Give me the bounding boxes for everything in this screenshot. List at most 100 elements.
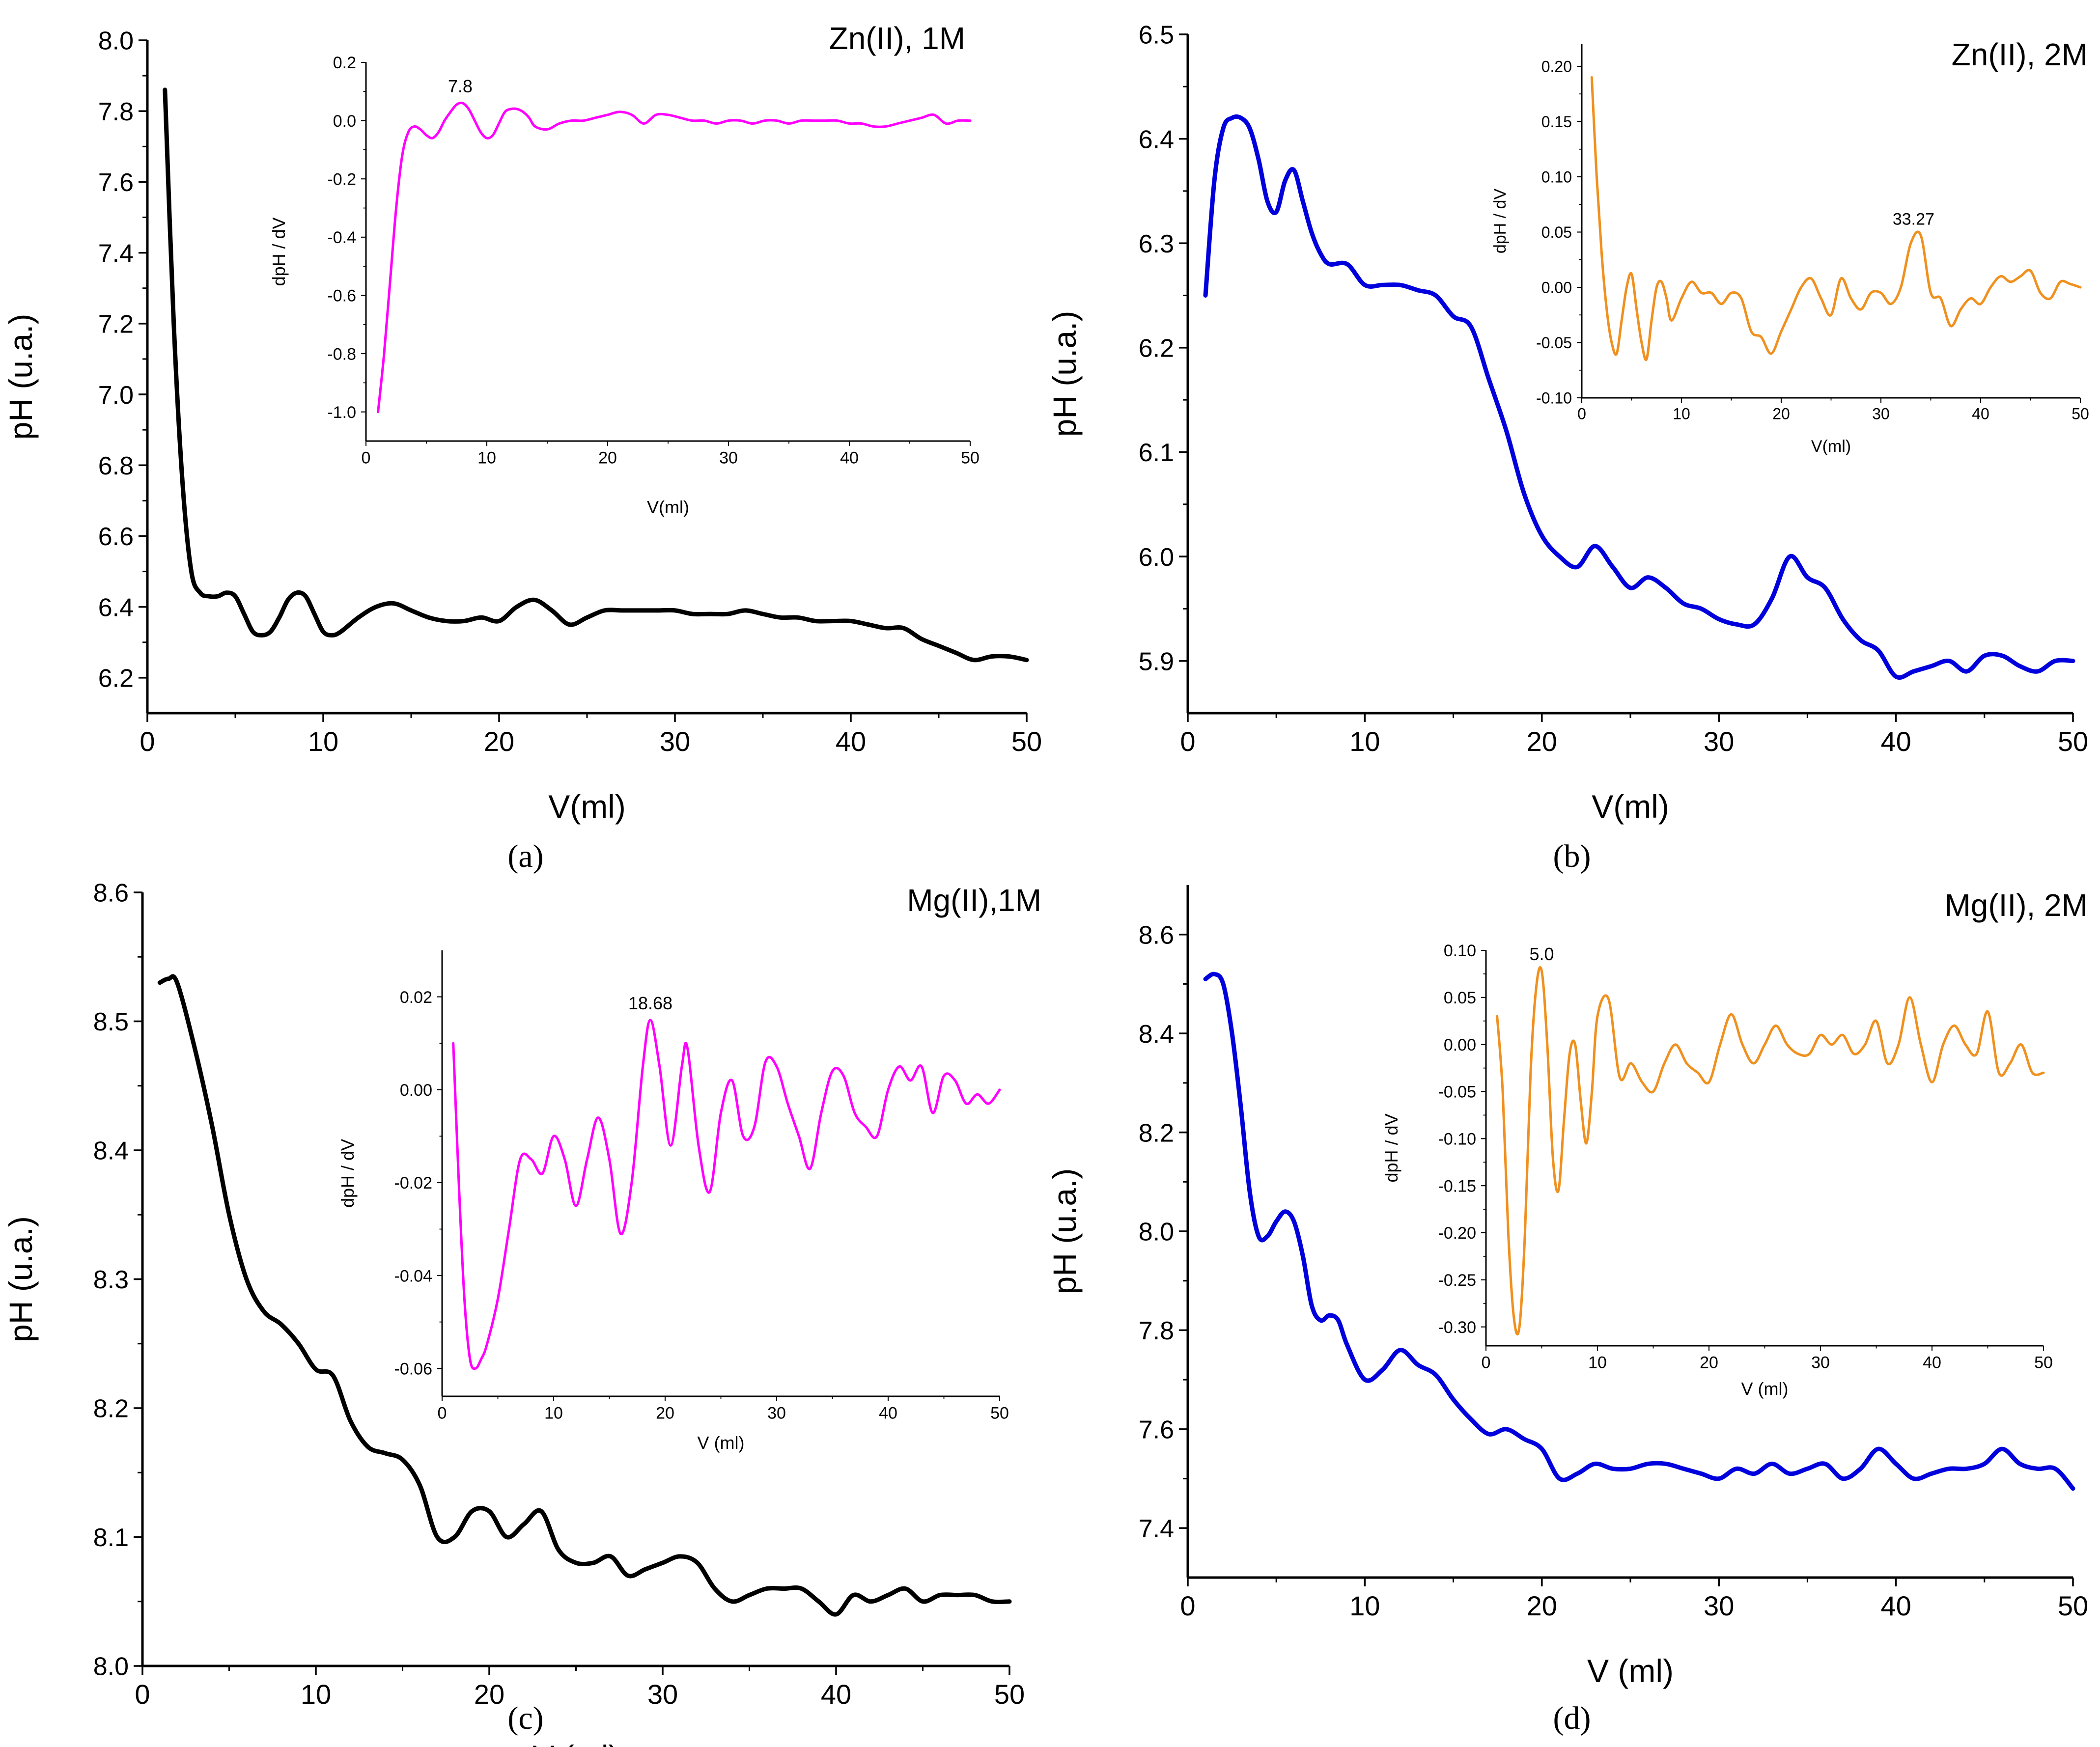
inset-a-x-tick-label: 0 xyxy=(362,449,371,468)
panel-d-y-tick-label: 7.8 xyxy=(1139,1317,1174,1345)
inset-b-y-tick-label: -0.10 xyxy=(1536,389,1572,407)
panel-d-y-tick-label: 7.6 xyxy=(1139,1416,1174,1444)
inset-b-y-tick-label: -0.05 xyxy=(1536,334,1572,352)
panel-b-y-tick-label: 6.1 xyxy=(1139,439,1174,467)
inset-a-x-tick-label: 10 xyxy=(477,449,496,468)
panel-a-y-axis-label: pH (u.a.) xyxy=(2,314,39,440)
inset-a-series-line xyxy=(377,101,972,414)
panel-b-label: (b) xyxy=(1553,838,1591,874)
inset-a-peak-annotation: 7.8 xyxy=(448,76,473,96)
inset-b-y-tick-label: 0.20 xyxy=(1541,58,1572,76)
inset-b-y-tick-label: 0.15 xyxy=(1541,113,1572,131)
panel-b-title: Zn(II), 2M xyxy=(1952,37,2088,72)
inset-d-series-line xyxy=(1496,966,2045,1336)
inset-d-y-tick-label: -0.30 xyxy=(1438,1318,1477,1337)
panel-a-inset: 0 10 20 30 40 50 -1.0 -0.8 -0.6 -0.4 -0.2 0.0 0.2 V(m… xyxy=(269,54,980,517)
panel-c-y-tick-label: 8.0 xyxy=(93,1653,129,1681)
panel-a-y-tick-label: 6.8 xyxy=(98,452,134,480)
inset-a-y-tick-label: 0.2 xyxy=(333,54,356,72)
inset-a-x-tick-label: 30 xyxy=(719,449,738,468)
panel-a-y-tick-label: 7.6 xyxy=(98,168,134,197)
panel-d-x-tick-label: 20 xyxy=(1527,1590,1557,1621)
inset-d-y-tick-label: -0.15 xyxy=(1438,1177,1477,1195)
inset-b-x-tick-label: 20 xyxy=(1772,405,1790,423)
panel-b-x-tick-label: 50 xyxy=(2058,726,2088,757)
inset-a-x-tick-label: 50 xyxy=(961,449,980,468)
inset-d-x-tick-label: 20 xyxy=(1700,1354,1718,1372)
inset-d-x-tick-label: 10 xyxy=(1588,1354,1607,1372)
inset-b-peak-annotation: 33.27 xyxy=(1893,210,1934,228)
panel-b-y-axis-label: pH (u.a.) xyxy=(1046,311,1083,437)
panel-b-y-tick-label: 6.0 xyxy=(1139,543,1174,572)
inset-b-x-tick-label: 30 xyxy=(1872,405,1890,423)
inset-d-peak-annotation: 5.0 xyxy=(1529,944,1554,964)
panel-d: 0 10 20 30 40 50 7.4 7.6 7.8 8.0 8.2 8.4 8.6 V (ml) pH… xyxy=(1046,885,2088,1736)
inset-a-y-tick-label: 0.0 xyxy=(333,112,356,131)
inset-a-x-axis-label: V(ml) xyxy=(647,497,689,517)
panel-d-y-tick-label: 7.4 xyxy=(1139,1515,1174,1543)
panel-a-x-axis-label: V(ml) xyxy=(548,788,626,825)
panel-c-x-tick-label: 50 xyxy=(994,1679,1025,1710)
inset-b-x-axis-label: V(ml) xyxy=(1811,437,1851,456)
panel-d-x-tick-label: 0 xyxy=(1180,1590,1195,1621)
inset-c-y-tick-label: -0.02 xyxy=(394,1174,433,1192)
inset-d-y-tick-label: 0.05 xyxy=(1444,989,1476,1007)
panel-c-x-tick-label: 20 xyxy=(474,1679,504,1710)
panel-a-y-tick-label: 6.2 xyxy=(98,665,134,693)
inset-c-x-axis-label: V (ml) xyxy=(698,1433,745,1453)
panel-c-x-tick-label: 40 xyxy=(821,1679,851,1710)
panel-a-series-line xyxy=(163,87,1029,663)
panel-a-y-tick-label: 7.2 xyxy=(98,310,134,339)
inset-d-y-tick-label: -0.05 xyxy=(1438,1083,1477,1102)
inset-d-x-tick-label: 30 xyxy=(1811,1354,1830,1372)
inset-c-x-tick-label: 30 xyxy=(767,1404,786,1423)
inset-d-x-tick-label: 40 xyxy=(1923,1354,1941,1372)
inset-a-y-tick-label: -1.0 xyxy=(327,403,356,422)
panel-a-x-tick-label: 40 xyxy=(836,726,866,757)
panel-d-y-tick-label: 8.0 xyxy=(1139,1218,1174,1247)
panel-b-x-tick-label: 10 xyxy=(1349,726,1380,757)
panel-d-x-axis-label: V (ml) xyxy=(1587,1653,1674,1689)
inset-c-y-tick-label: -0.06 xyxy=(394,1359,433,1378)
inset-c-x-tick-label: 0 xyxy=(438,1404,447,1423)
inset-b-y-axis-label: dpH / dV xyxy=(1491,189,1510,254)
inset-c-y-axis-label: dpH / dV xyxy=(337,1139,358,1208)
inset-d-x-tick-label: 0 xyxy=(1482,1354,1491,1372)
inset-c-x-tick-label: 10 xyxy=(544,1404,563,1423)
inset-b-y-tick-label: 0.05 xyxy=(1541,223,1572,241)
panel-d-y-tick-label: 8.2 xyxy=(1139,1119,1174,1147)
panel-c-inset: 0 10 20 30 40 50 -0.06 -0.04 -0.02 0.00 0.02 V (ml)… xyxy=(337,950,1009,1453)
inset-d-y-tick-label: 0.10 xyxy=(1444,942,1476,960)
inset-b-x-tick-label: 0 xyxy=(1577,405,1586,423)
panel-b-y-tick-label: 5.9 xyxy=(1139,647,1174,676)
panel-b-x-tick-label: 30 xyxy=(1704,726,1734,757)
panel-a-y-tick-label: 6.6 xyxy=(98,523,134,551)
panel-b-y-tick-label: 6.2 xyxy=(1139,334,1174,363)
panel-b-y-tick-label: 6.3 xyxy=(1139,230,1174,258)
panel-a-x-tick-label: 50 xyxy=(1011,726,1042,757)
panel-b-x-tick-label: 40 xyxy=(1880,726,1911,757)
panel-c-x-tick-label: 30 xyxy=(647,1679,678,1710)
panel-c-x-axis-label: V (ml) xyxy=(533,1739,619,1747)
inset-d-y-tick-label: -0.10 xyxy=(1438,1130,1477,1149)
inset-a-x-tick-label: 20 xyxy=(598,449,617,468)
inset-c-x-tick-label: 20 xyxy=(656,1404,674,1423)
panel-c: 0 10 20 30 40 50 8.0 8.1 8.2 8.3 8.4 8.5 8.6 V (ml) pH… xyxy=(2,879,1041,1747)
panel-d-x-tick-label: 50 xyxy=(2058,1590,2088,1621)
panel-c-y-tick-label: 8.5 xyxy=(93,1008,129,1036)
panel-b-x-axis-label: V(ml) xyxy=(1592,788,1669,825)
panel-d-x-tick-label: 10 xyxy=(1349,1590,1380,1621)
panel-a-y-tick-label: 7.0 xyxy=(98,381,134,410)
inset-c-y-tick-label: 0.00 xyxy=(400,1081,432,1100)
inset-b-y-tick-label: 0.10 xyxy=(1541,168,1572,186)
panel-b-y-tick-label: 6.5 xyxy=(1139,21,1174,50)
panel-c-y-tick-label: 8.3 xyxy=(93,1266,129,1294)
inset-a-y-tick-label: -0.2 xyxy=(327,170,356,189)
inset-c-peak-annotation: 18.68 xyxy=(628,993,672,1013)
panel-a-x-tick-label: 0 xyxy=(140,726,155,757)
panel-b-inset: 0 10 20 30 40 50 -0.10 -0.05 0.00 0.05 0.10 0.15 0.2… xyxy=(1491,44,2089,456)
panel-a-y-tick-label: 6.4 xyxy=(98,593,134,622)
panel-c-title: Mg(II),1M xyxy=(907,883,1041,918)
panel-d-series-line xyxy=(1203,971,2075,1491)
